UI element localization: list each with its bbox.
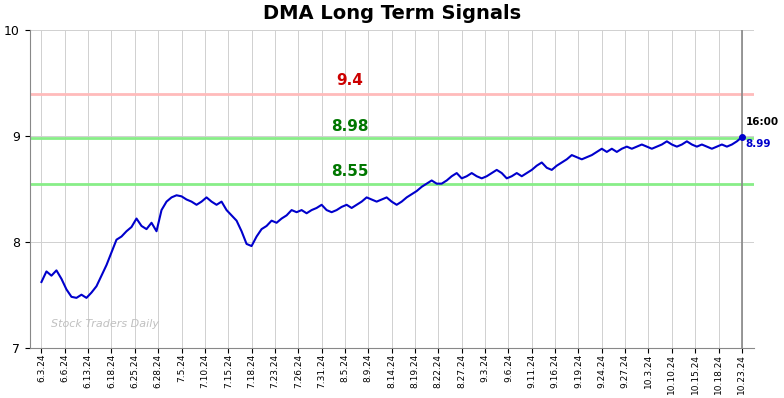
Title: DMA Long Term Signals: DMA Long Term Signals <box>263 4 521 23</box>
Text: 9.4: 9.4 <box>336 74 363 88</box>
Text: 8.99: 8.99 <box>746 139 771 149</box>
Text: Stock Traders Daily: Stock Traders Daily <box>52 318 159 328</box>
Text: 16:00: 16:00 <box>746 117 779 127</box>
Text: 8.55: 8.55 <box>331 164 368 179</box>
Text: 8.98: 8.98 <box>331 119 368 134</box>
